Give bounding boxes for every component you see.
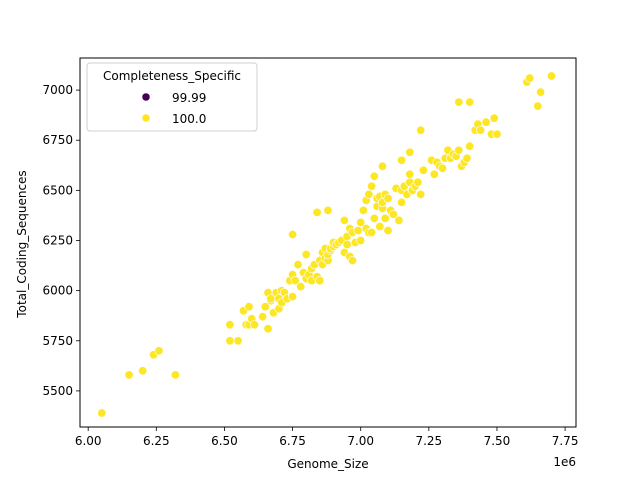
legend-label-0: 99.99 — [172, 91, 206, 105]
x-tick-label: 6.50 — [211, 434, 238, 448]
data-point — [356, 217, 366, 227]
data-point — [388, 209, 398, 219]
data-point — [124, 370, 134, 380]
y-tick-label: 6250 — [42, 233, 73, 247]
data-point — [492, 129, 502, 139]
data-point — [97, 408, 107, 418]
data-point — [339, 215, 349, 225]
data-point — [353, 226, 363, 236]
data-point — [429, 169, 439, 179]
legend-marker-0 — [141, 92, 151, 102]
data-point — [413, 177, 423, 187]
data-point — [405, 147, 415, 157]
data-point — [260, 302, 270, 312]
data-point — [476, 125, 486, 135]
data-point — [288, 230, 298, 240]
data-point — [462, 153, 472, 163]
data-point — [454, 97, 464, 107]
data-point — [394, 215, 404, 225]
y-tick-label: 6750 — [42, 133, 73, 147]
data-point — [347, 255, 357, 265]
x-axis-label: Genome_Size — [287, 457, 368, 471]
data-point — [405, 169, 415, 179]
data-point — [536, 87, 546, 97]
data-point — [225, 320, 235, 330]
points-layer — [97, 71, 556, 418]
y-tick-label: 6500 — [42, 183, 73, 197]
data-point — [293, 260, 303, 270]
data-point — [249, 320, 259, 330]
y-axis-ticks: 5500 5750 6000 6250 6500 6750 7000 — [42, 83, 80, 398]
data-point — [481, 117, 491, 127]
data-point — [233, 336, 243, 346]
data-point — [375, 222, 385, 232]
x-axis-offset-label: 1e6 — [553, 455, 576, 469]
data-point — [489, 113, 499, 123]
data-point — [258, 312, 268, 322]
legend-title: Completeness_Specific — [103, 69, 241, 83]
y-tick-label: 6000 — [42, 284, 73, 298]
data-point — [397, 197, 407, 207]
x-tick-label: 6.25 — [143, 434, 170, 448]
data-point — [288, 292, 298, 302]
data-point — [377, 161, 387, 171]
data-point — [342, 240, 352, 250]
data-point — [416, 125, 426, 135]
data-point — [383, 193, 393, 203]
data-point — [546, 71, 556, 81]
data-point — [358, 205, 368, 215]
data-point — [301, 250, 311, 260]
y-tick-label: 5500 — [42, 384, 73, 398]
x-tick-label: 7.75 — [552, 434, 579, 448]
data-point — [369, 171, 379, 181]
data-point — [465, 141, 475, 151]
data-point — [290, 276, 300, 286]
data-point — [138, 366, 148, 376]
data-point — [170, 370, 180, 380]
data-point — [315, 276, 325, 286]
y-tick-label: 5750 — [42, 334, 73, 348]
x-tick-label: 7.00 — [347, 434, 374, 448]
data-point — [533, 101, 543, 111]
data-point — [465, 97, 475, 107]
axes-frame — [79, 57, 577, 428]
data-point — [323, 205, 333, 215]
x-tick-label: 7.50 — [484, 434, 511, 448]
data-point — [364, 189, 374, 199]
x-tick-label: 6.75 — [279, 434, 306, 448]
data-point — [397, 155, 407, 165]
data-point — [312, 207, 322, 217]
x-axis-ticks: 6.00 6.25 6.50 6.75 7.00 7.25 7.50 7.75 — [75, 427, 579, 448]
data-point — [154, 346, 164, 356]
data-point — [437, 163, 447, 173]
legend-box — [86, 62, 258, 132]
y-tick-label: 7000 — [42, 83, 73, 97]
legend-marker-1 — [141, 113, 151, 123]
data-point — [367, 181, 377, 191]
data-point — [225, 336, 235, 346]
data-point — [416, 189, 426, 199]
data-point — [244, 302, 254, 312]
y-axis-label: Total_Coding_Sequences — [15, 170, 29, 318]
data-point — [263, 324, 273, 334]
data-point — [380, 213, 390, 223]
legend-label-1: 100.0 — [172, 112, 206, 126]
data-point — [525, 73, 535, 83]
data-point — [367, 228, 377, 238]
data-point — [418, 165, 428, 175]
data-point — [454, 145, 464, 155]
data-point — [296, 282, 306, 292]
data-point — [369, 213, 379, 223]
legend: Completeness_Specific 99.99 100.0 — [86, 62, 258, 132]
x-tick-label: 6.00 — [75, 434, 102, 448]
data-point — [356, 236, 366, 246]
x-tick-label: 7.25 — [415, 434, 442, 448]
data-point — [383, 226, 393, 236]
